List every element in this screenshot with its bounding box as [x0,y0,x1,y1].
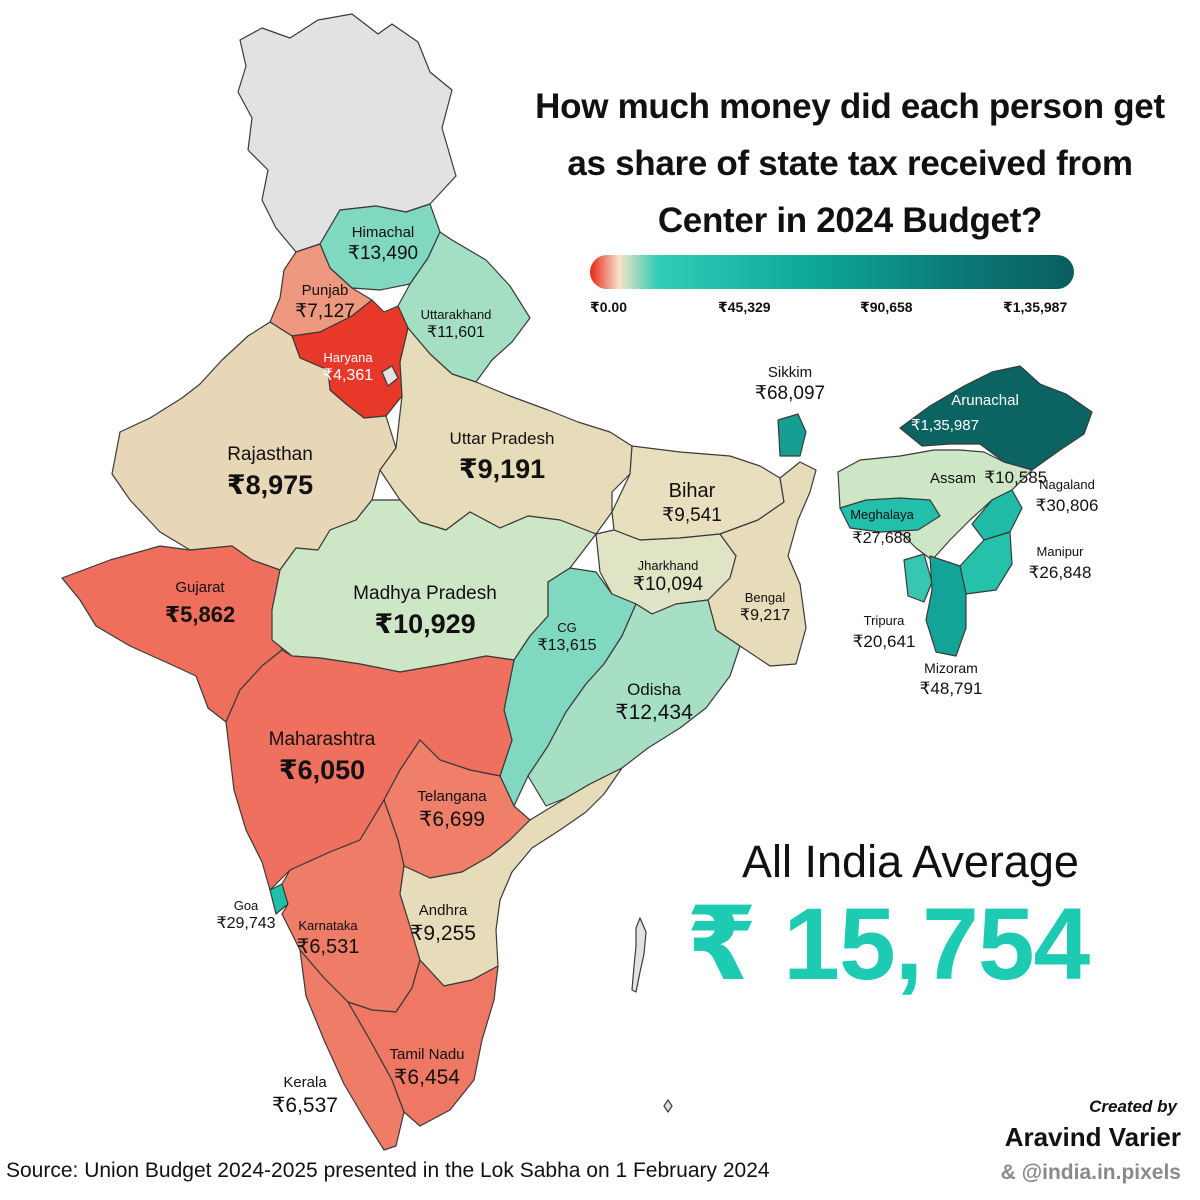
credit-handle: & @india.in.pixels [1000,1161,1181,1184]
label-madhya-pradesh: Madhya Pradesh ₹10,929 [353,583,497,639]
region-delhi [381,365,399,387]
region-tamil-nadu [347,959,499,1127]
region-bengal [707,461,817,667]
label-odisha: Odisha ₹12,434 [615,680,693,724]
label-telangana: Telangana ₹6,699 [417,788,487,831]
legend-tick-0: ₹0.00 [590,299,627,315]
label-tamil-nadu: Tamil Nadu ₹6,454 [389,1046,465,1089]
label-kerala: Kerala ₹6,537 [272,1074,338,1117]
label-manipur: Manipur ₹26,848 [1028,544,1092,582]
region-meghalaya [839,497,941,533]
label-assam: Assam ₹10,585 [930,468,1048,487]
label-goa: Goa ₹29,743 [216,898,276,932]
label-maharashtra: Maharashtra ₹6,050 [268,729,376,785]
label-arunachal: Arunachal ₹1,35,987 [911,392,1019,434]
region-mizoram [925,555,967,657]
label-tripura: Tripura ₹20,641 [852,613,916,651]
title-line-2: as share of state tax received from [567,144,1133,183]
legend-color-bar [590,255,1074,289]
average-label: All India Average [742,836,1079,887]
title-line-3: Center in 2024 Budget? [657,201,1043,240]
label-mizoram: Mizoram ₹48,791 [919,660,983,698]
label-cg: CG ₹13,615 [537,620,597,654]
label-jharkhand: Jharkhand ₹10,094 [632,558,704,595]
region-tripura [903,553,933,603]
label-andhra: Andhra ₹9,255 [410,902,476,945]
label-meghalaya: Meghalaya ₹27,688 [850,507,914,547]
legend-tick-1: ₹45,329 [718,299,771,315]
label-bengal: Bengal ₹9,217 [739,590,791,624]
credit-author: Aravind Varier [1004,1122,1181,1152]
label-uttar-pradesh: Uttar Pradesh ₹9,191 [449,429,555,484]
label-himachal: Himachal ₹13,490 [347,224,419,264]
label-rajasthan: Rajasthan ₹8,975 [226,444,314,500]
region-sikkim [777,413,807,457]
label-punjab: Punjab ₹7,127 [295,282,355,322]
region-nicobar-islands [663,1099,673,1113]
label-bihar: Bihar ₹9,541 [662,480,722,526]
label-uttarakhand: Uttarakhand ₹11,601 [420,307,492,341]
label-gujarat: Gujarat ₹5,862 [164,579,236,627]
label-sikkim: Sikkim ₹68,097 [754,364,826,404]
credit-created-by: Created by [1089,1097,1177,1116]
label-nagaland: Nagaland ₹30,806 [1035,477,1099,515]
region-manipur [959,531,1013,595]
label-karnataka: Karnataka ₹6,531 [296,918,360,958]
title-line-1: How much money did each person get [535,87,1165,126]
chart-title: How much money did each person get as sh… [520,78,1180,249]
average-value: ₹ 15,754 [686,887,1090,1001]
legend-tick-2: ₹90,658 [860,299,913,315]
label-haryana: Haryana ₹4,361 [322,350,374,384]
region-andaman-islands [631,917,647,993]
legend-tick-3: ₹1,35,987 [1003,299,1068,315]
region-arunachal [899,365,1093,471]
source-note: Source: Union Budget 2024-2025 presented… [6,1159,770,1182]
